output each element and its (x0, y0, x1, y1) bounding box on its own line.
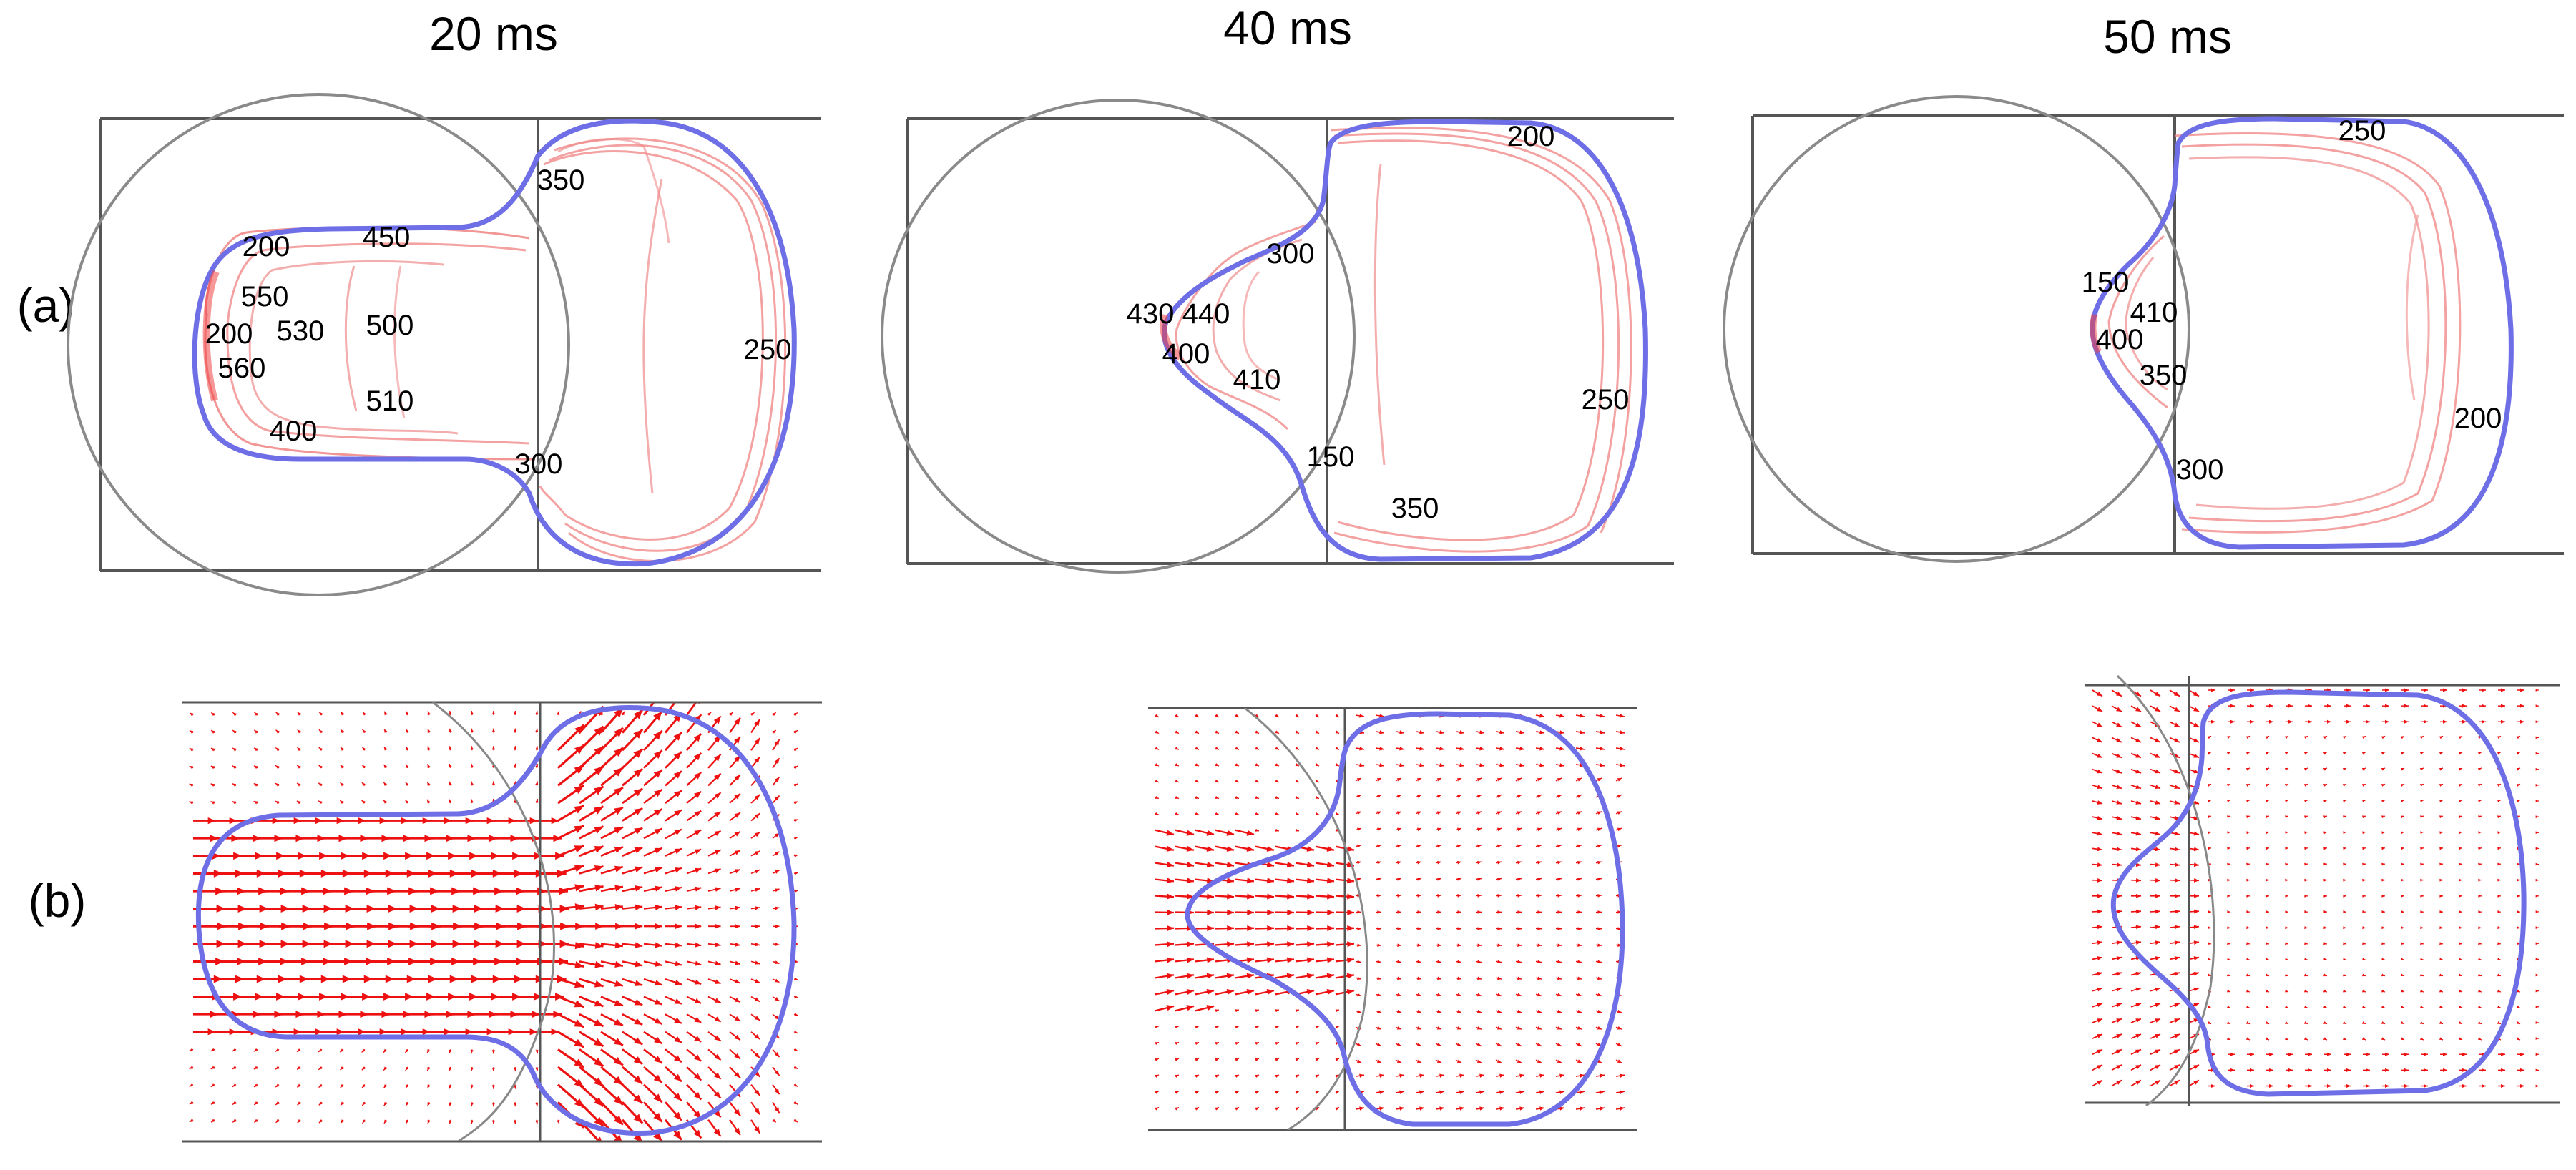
contour-label: 300 (515, 448, 563, 480)
ghost-circle (881, 99, 1356, 574)
panel-b-40ms (1148, 707, 1637, 1131)
contour-label: 560 (218, 353, 266, 384)
contour-label: 450 (363, 222, 411, 253)
interface-contour (195, 705, 797, 1136)
contour-label: 350 (1391, 493, 1439, 524)
contour-label: 530 (277, 315, 325, 347)
velocity-vectors (2092, 688, 2539, 1088)
row-label-b: (b) (29, 874, 87, 927)
panel-a-40ms: 200 300 430 440 400 410 250 150 350 (881, 99, 1674, 574)
contour-lines (204, 137, 787, 562)
interface-contour (2110, 689, 2527, 1097)
frame (1751, 114, 2564, 555)
contour-label: 410 (1233, 364, 1281, 395)
frame (906, 117, 1674, 565)
frame (1148, 707, 1637, 1131)
contour-labels: 350 200 450 550 200 530 500 560 510 400 300 250 (205, 164, 792, 480)
contour-label: 150 (2082, 267, 2130, 298)
contour-lines (1175, 127, 1632, 553)
ghost-circle (1723, 95, 2190, 563)
contour-label: 300 (2176, 454, 2224, 486)
panel-b-50ms (2085, 674, 2560, 1106)
contour-label: 200 (1507, 121, 1555, 152)
hot-spot (202, 270, 220, 402)
frame (2085, 676, 2560, 1106)
interface-contour (192, 119, 797, 567)
interface-contour (1185, 711, 1625, 1127)
hot-spot (2090, 314, 2102, 354)
row-label-a: (a) (17, 279, 75, 332)
contour-label: 200 (243, 231, 290, 262)
contour-label: 250 (1582, 384, 1630, 416)
interface-contour (2090, 116, 2514, 550)
contour-label: 250 (2339, 115, 2386, 147)
velocity-vectors (1155, 714, 1625, 1111)
contour-label: 200 (205, 318, 253, 350)
contour-label: 200 (2454, 403, 2502, 434)
time-label-40ms: 40 ms (1223, 1, 1352, 54)
time-label-20ms: 20 ms (429, 7, 558, 60)
ghost-arc (432, 702, 555, 1141)
frame (182, 701, 822, 1143)
contour-label: 400 (1162, 338, 1210, 370)
ghost-circle (67, 93, 570, 596)
contour-label: 350 (537, 164, 585, 196)
contour-label: 430 (1127, 298, 1175, 330)
contour-label: 350 (2140, 360, 2188, 391)
ghost-arc (1244, 708, 1368, 1130)
contour-lines (2107, 132, 2462, 534)
contour-labels: 200 300 430 440 400 410 250 150 350 (1127, 121, 1630, 524)
panel-b-20ms (182, 701, 822, 1143)
contour-label: 250 (744, 334, 792, 365)
contour-label: 400 (270, 416, 318, 447)
contour-label: 440 (1182, 298, 1230, 330)
hot-spot (1160, 313, 1183, 360)
time-label-50ms: 50 ms (2103, 10, 2232, 63)
contour-label: 400 (2096, 324, 2144, 355)
contour-label: 150 (1307, 441, 1355, 473)
ghost-arc (2116, 674, 2215, 1106)
panel-a-20ms: 350 200 450 550 200 530 500 560 510 400 300 250 (67, 93, 821, 596)
velocity-vectors (189, 702, 799, 1141)
interface-contour (1162, 119, 1648, 562)
contour-label: 550 (241, 281, 289, 313)
contour-label: 410 (2130, 297, 2178, 328)
frame (99, 117, 821, 572)
contour-label: 300 (1267, 238, 1315, 270)
contour-label: 500 (366, 310, 414, 341)
contour-label: 510 (366, 385, 414, 417)
